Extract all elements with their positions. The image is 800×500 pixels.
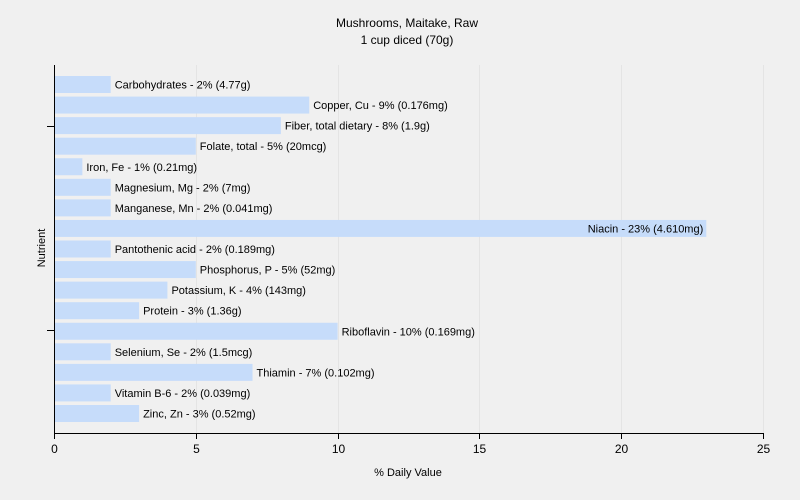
bar	[55, 322, 338, 340]
bar	[55, 363, 253, 381]
x-tick-label: 15	[473, 442, 487, 456]
bar	[55, 219, 707, 237]
bar-label: Folate, total - 5% (20mcg)	[200, 141, 327, 153]
bar-label: Niacin - 23% (4.610mg)	[588, 223, 704, 235]
bar-label: Magnesium, Mg - 2% (7mg)	[115, 182, 251, 194]
bar	[55, 261, 196, 279]
chart-title: Mushrooms, Maitake, Raw	[336, 16, 478, 30]
bar-label: Selenium, Se - 2% (1.5mcg)	[115, 347, 253, 359]
bar	[55, 281, 168, 299]
bar	[55, 302, 140, 320]
bar-label: Vitamin B-6 - 2% (0.039mg)	[115, 388, 251, 400]
bar-label: Iron, Fe - 1% (0.21mg)	[86, 162, 197, 174]
bar	[55, 117, 281, 135]
bar-label: Pantothenic acid - 2% (0.189mg)	[115, 244, 275, 256]
bar-label: Potassium, K - 4% (143mg)	[171, 285, 306, 297]
x-tick-label: 5	[193, 442, 200, 456]
bar-label: Fiber, total dietary - 8% (1.9g)	[285, 121, 430, 133]
bar-label: Thiamin - 7% (0.102mg)	[257, 367, 375, 379]
bar	[55, 343, 111, 361]
bar	[55, 199, 111, 217]
x-tick-label: 25	[757, 442, 771, 456]
bar-label: Manganese, Mn - 2% (0.041mg)	[115, 203, 273, 215]
bar-label: Carbohydrates - 2% (4.77g)	[115, 80, 251, 92]
bar	[55, 178, 111, 196]
bar	[55, 96, 310, 114]
x-tick-label: 0	[51, 442, 58, 456]
bar	[55, 405, 140, 422]
bar	[55, 76, 111, 93]
bar-label: Protein - 3% (1.36g)	[143, 306, 241, 318]
bar	[55, 384, 111, 402]
bar	[55, 158, 83, 176]
x-axis-label: % Daily Value	[374, 467, 442, 479]
axes: 0 5 10 15 20 25	[47, 65, 770, 456]
y-axis-label: Nutrient	[36, 229, 48, 268]
bar-label: Phosphorus, P - 5% (52mg)	[200, 265, 336, 277]
bar-label: Riboflavin - 10% (0.169mg)	[342, 326, 475, 338]
bar	[55, 137, 196, 155]
chart-subtitle: 1 cup diced (70g)	[361, 33, 454, 47]
bar-label: Copper, Cu - 9% (0.176mg)	[313, 100, 448, 112]
x-tick-label: 10	[332, 442, 346, 456]
x-tick-label: 20	[615, 442, 629, 456]
bars: Carbohydrates - 2% (4.77g) Copper, Cu - 9…	[55, 76, 707, 422]
bar-label: Zinc, Zn - 3% (0.52mg)	[143, 409, 255, 421]
bar	[55, 240, 111, 258]
